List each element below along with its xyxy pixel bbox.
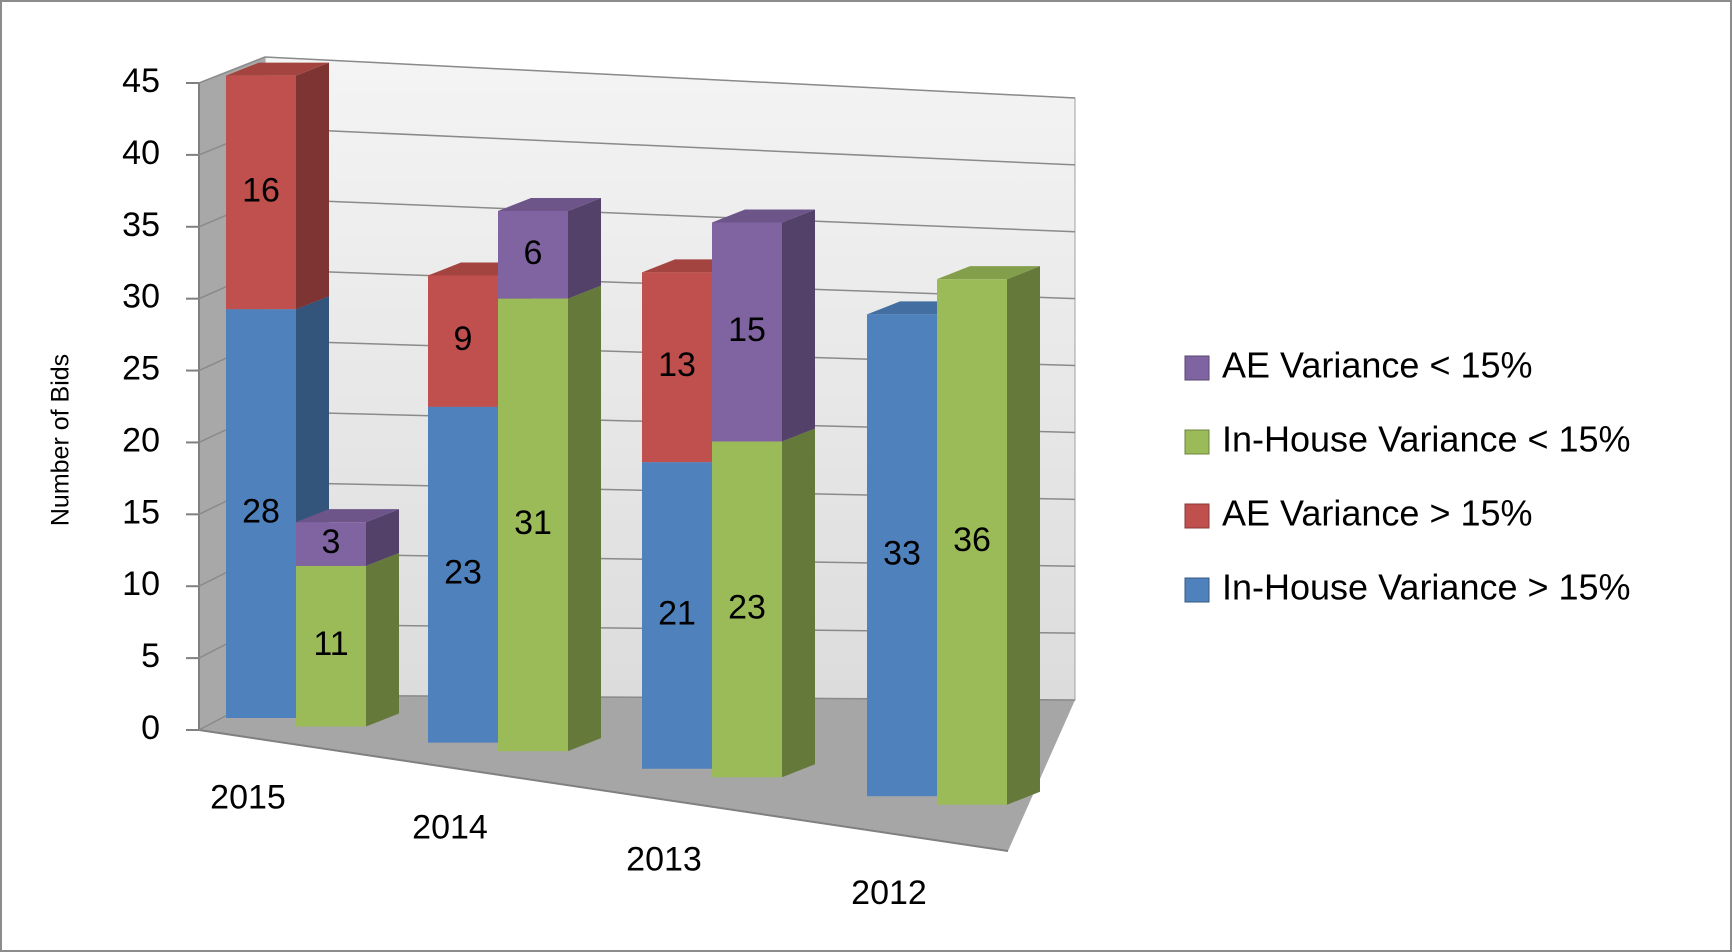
value-label: 28 <box>242 493 280 531</box>
bar-front <box>498 210 568 299</box>
bar-front <box>226 309 296 718</box>
value-label: 13 <box>658 346 696 384</box>
bar-side <box>568 285 601 752</box>
value-label: 15 <box>728 311 766 349</box>
y-tick-label: 15 <box>122 493 160 531</box>
x-tick-label: 2015 <box>210 778 286 816</box>
bar-side <box>782 428 815 778</box>
y-tick-label: 10 <box>122 565 160 603</box>
value-label: 9 <box>454 320 473 358</box>
bar-front <box>498 298 568 752</box>
bar-front <box>226 75 296 310</box>
bar-side <box>782 209 815 442</box>
legend-label: In-House Variance < 15% <box>1222 419 1631 460</box>
bar-segment <box>712 428 815 778</box>
value-label: 23 <box>444 554 482 592</box>
bar-side <box>296 62 329 310</box>
y-tick-label: 40 <box>122 134 160 172</box>
bar-segment <box>296 509 399 566</box>
legend-swatch <box>1184 355 1210 381</box>
legend-label: In-House Variance > 15% <box>1222 567 1631 608</box>
grid-line <box>198 56 1076 99</box>
bar-top <box>712 209 815 223</box>
y-tick-label: 5 <box>141 637 160 675</box>
bar-front <box>428 275 498 407</box>
bar-segment <box>937 266 1040 805</box>
bar-front <box>642 272 712 463</box>
bar-segment <box>712 209 815 442</box>
legend-swatch <box>1184 577 1210 603</box>
bar-front <box>712 222 782 442</box>
value-label: 6 <box>524 234 543 272</box>
floor <box>199 695 1075 851</box>
bar-side <box>568 197 601 299</box>
bar-side <box>1007 266 1040 805</box>
y-axis-label: Number of Bids <box>47 354 75 526</box>
bar-front <box>867 314 937 797</box>
legend-swatch <box>1184 429 1210 455</box>
bar-top <box>937 266 1040 280</box>
y-tick-label: 20 <box>122 421 160 459</box>
y-tick-label: 35 <box>122 206 160 244</box>
y-tick-label: 0 <box>141 709 160 747</box>
value-label: 36 <box>953 521 991 559</box>
y-tick-label: 45 <box>122 62 160 100</box>
value-label: 23 <box>728 588 766 626</box>
bar-side <box>366 552 399 727</box>
value-label: 11 <box>313 625 348 663</box>
legend-swatch <box>1184 503 1210 529</box>
y-tick-label: 30 <box>122 278 160 316</box>
bar-front <box>642 462 712 769</box>
value-label: 16 <box>242 171 280 209</box>
bar-front <box>712 441 782 778</box>
bar-top <box>226 62 329 76</box>
bar-front <box>296 522 366 566</box>
bar-front <box>937 279 1007 805</box>
value-label: 21 <box>658 594 696 632</box>
x-tick-label: 2014 <box>412 809 488 847</box>
x-axis <box>198 729 1009 852</box>
bar-segment <box>226 62 329 310</box>
x-tick-label: 2013 <box>626 841 702 879</box>
legend-label: AE Variance > 15% <box>1222 493 1533 534</box>
legend-label: AE Variance < 15% <box>1222 345 1533 386</box>
y-tick-label: 25 <box>122 350 160 388</box>
value-label: 33 <box>883 534 921 572</box>
bar-top <box>498 197 601 211</box>
bar-front <box>428 406 498 743</box>
value-label: 3 <box>322 523 341 561</box>
x-tick-label: 2012 <box>851 874 927 912</box>
bar-segment <box>498 197 601 299</box>
bar-side <box>366 509 399 566</box>
bar-top <box>296 509 399 523</box>
value-label: 31 <box>514 504 552 542</box>
bar-segment <box>498 285 601 752</box>
bar-front <box>296 565 366 727</box>
